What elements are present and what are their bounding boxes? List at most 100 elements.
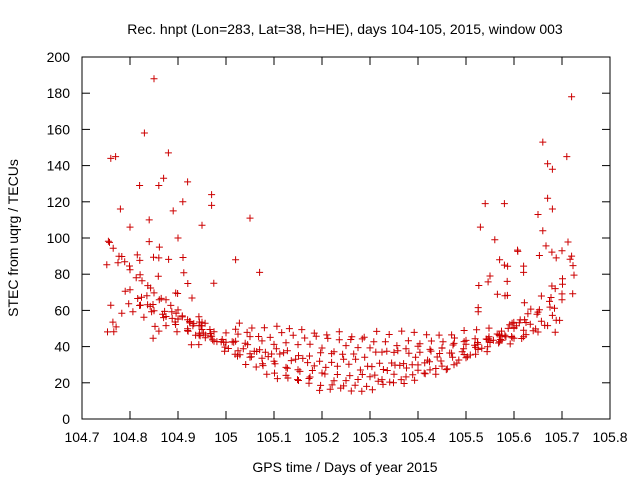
- data-point: [112, 153, 120, 161]
- data-point: [552, 254, 560, 262]
- data-point: [136, 271, 144, 279]
- data-point: [282, 363, 290, 371]
- data-point: [136, 182, 144, 189]
- data-point: [322, 363, 330, 371]
- data-point: [501, 292, 509, 300]
- data-point: [195, 318, 203, 326]
- data-point: [564, 238, 572, 246]
- data-point: [397, 376, 405, 384]
- data-point: [301, 334, 309, 342]
- data-point: [172, 309, 180, 317]
- y-tick-label: 60: [54, 302, 70, 318]
- data-point: [443, 365, 451, 373]
- data-point: [295, 377, 302, 384]
- data-point: [503, 277, 511, 285]
- data-point: [534, 328, 542, 336]
- data-point: [285, 325, 293, 333]
- data-point: [485, 324, 493, 332]
- data-point: [256, 268, 264, 276]
- data-point: [160, 174, 168, 182]
- data-point: [493, 290, 501, 298]
- data-point: [201, 319, 209, 327]
- data-point: [306, 352, 313, 360]
- data-point: [498, 336, 506, 344]
- data-point: [424, 356, 432, 364]
- data-point: [184, 280, 192, 287]
- data-point: [321, 370, 329, 378]
- y-tick-label: 40: [54, 339, 70, 355]
- data-point: [198, 326, 206, 333]
- data-point: [310, 329, 318, 337]
- data-point: [460, 345, 468, 353]
- data-point: [409, 371, 417, 379]
- data-point: [107, 154, 115, 162]
- data-point: [566, 255, 574, 263]
- data-point: [326, 385, 334, 393]
- data-point: [339, 350, 347, 358]
- data-point: [179, 198, 187, 206]
- data-point: [246, 353, 254, 361]
- data-point: [112, 323, 120, 331]
- data-point: [504, 262, 512, 270]
- data-point: [378, 348, 386, 356]
- data-point: [230, 338, 238, 346]
- data-point: [466, 351, 474, 359]
- data-point: [110, 328, 118, 336]
- data-point: [268, 350, 276, 358]
- data-point: [518, 335, 526, 342]
- data-point: [333, 371, 341, 378]
- x-tick-label: 105.6: [496, 429, 531, 445]
- data-point: [426, 345, 434, 353]
- data-point: [354, 376, 362, 383]
- data-point: [448, 331, 456, 339]
- data-point: [558, 247, 566, 255]
- data-point: [363, 382, 371, 390]
- data-point: [364, 362, 372, 370]
- data-point: [121, 287, 129, 295]
- data-point: [510, 318, 518, 326]
- data-point: [551, 328, 559, 336]
- data-point: [435, 331, 443, 339]
- data-point: [266, 333, 274, 341]
- y-tick-label: 100: [47, 230, 71, 246]
- data-point: [522, 331, 530, 339]
- data-point: [278, 329, 286, 337]
- data-point: [283, 364, 291, 372]
- data-point: [432, 365, 440, 372]
- data-point: [333, 362, 341, 370]
- data-point: [109, 244, 117, 252]
- data-point: [439, 338, 447, 346]
- x-tick-label: 105: [214, 429, 238, 445]
- data-point: [129, 308, 137, 316]
- data-point: [162, 296, 170, 304]
- data-point: [232, 256, 240, 264]
- data-point: [568, 252, 576, 260]
- data-point: [534, 211, 542, 218]
- data-point: [400, 360, 408, 368]
- data-point: [381, 338, 389, 346]
- x-axis-title: GPS time / Days of year 2015: [252, 459, 437, 475]
- data-point: [222, 329, 230, 337]
- data-point: [282, 371, 290, 379]
- data-point: [247, 353, 255, 361]
- data-point: [273, 322, 281, 330]
- data-point: [374, 377, 382, 385]
- data-point: [186, 318, 193, 326]
- y-axis-title: STEC from uqrg / TECUs: [5, 159, 21, 317]
- data-point: [305, 375, 313, 382]
- data-point: [109, 318, 117, 326]
- data-point: [427, 347, 435, 355]
- data-point: [416, 340, 424, 348]
- data-point: [361, 353, 369, 361]
- data-point: [103, 261, 111, 269]
- data-point: [402, 373, 410, 381]
- data-point: [116, 205, 124, 213]
- data-point: [246, 333, 254, 341]
- data-point: [437, 357, 445, 365]
- data-point: [271, 360, 279, 368]
- data-point: [140, 129, 148, 137]
- data-point: [328, 358, 336, 366]
- data-point: [394, 347, 402, 355]
- data-point: [157, 294, 165, 302]
- data-point: [234, 330, 242, 338]
